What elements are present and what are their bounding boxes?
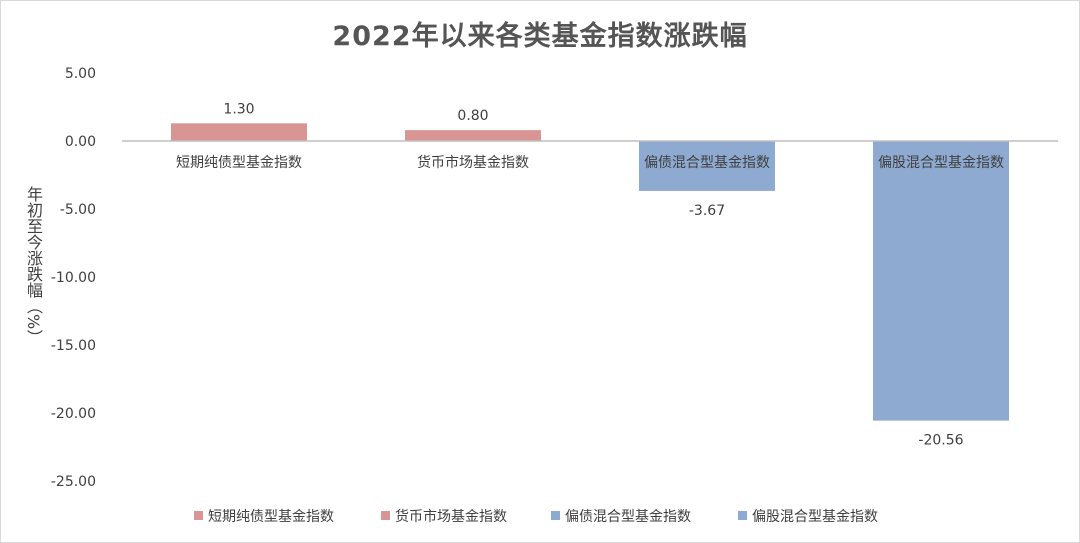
y-tick-label: -10.00: [51, 270, 96, 286]
legend-swatch: [551, 511, 560, 520]
data-label: -20.56: [918, 433, 963, 449]
y-tick-label: 5.00: [65, 66, 96, 82]
y-axis-label: 年初至今涨跌幅（%）: [24, 186, 43, 346]
data-label: 1.30: [223, 101, 254, 117]
y-tick-label: -5.00: [60, 202, 96, 218]
category-label: 偏债混合型基金指数: [644, 154, 770, 171]
y-tick-label: 0.00: [65, 134, 96, 150]
legend-label: 短期纯债型基金指数: [208, 508, 334, 525]
legend-swatch: [381, 511, 390, 520]
bar: [405, 130, 541, 141]
chart-title: 2022年以来各类基金指数涨跌幅: [332, 21, 748, 52]
bar: [639, 141, 775, 191]
y-tick-label: -20.00: [51, 406, 96, 422]
category-label: 短期纯债型基金指数: [176, 154, 302, 171]
legend-swatch: [194, 511, 203, 520]
legend: 短期纯债型基金指数 货币市场基金指数 偏债混合型基金指数 偏股混合型基金指数: [194, 508, 878, 525]
data-labels: 1.30 0.80 -3.67 -20.56: [223, 101, 963, 448]
data-label: -3.67: [689, 203, 725, 219]
legend-label: 偏债混合型基金指数: [565, 508, 691, 525]
category-label: 货币市场基金指数: [417, 154, 529, 171]
legend-label: 货币市场基金指数: [395, 508, 507, 525]
category-label: 偏股混合型基金指数: [878, 154, 1004, 171]
y-tick-label: -15.00: [51, 338, 96, 354]
bars: [171, 123, 1009, 421]
category-labels: 短期纯债型基金指数 货币市场基金指数 偏债混合型基金指数 偏股混合型基金指数: [176, 154, 1004, 171]
legend-label: 偏股混合型基金指数: [752, 508, 878, 525]
y-tick-label: -25.00: [51, 474, 96, 490]
y-axis-ticks: 5.00 0.00 -5.00 -10.00 -15.00 -20.00 -25.00: [51, 66, 96, 490]
bar: [873, 141, 1009, 421]
legend-swatch: [738, 511, 747, 520]
bar: [171, 123, 307, 141]
data-label: 0.80: [457, 108, 488, 124]
